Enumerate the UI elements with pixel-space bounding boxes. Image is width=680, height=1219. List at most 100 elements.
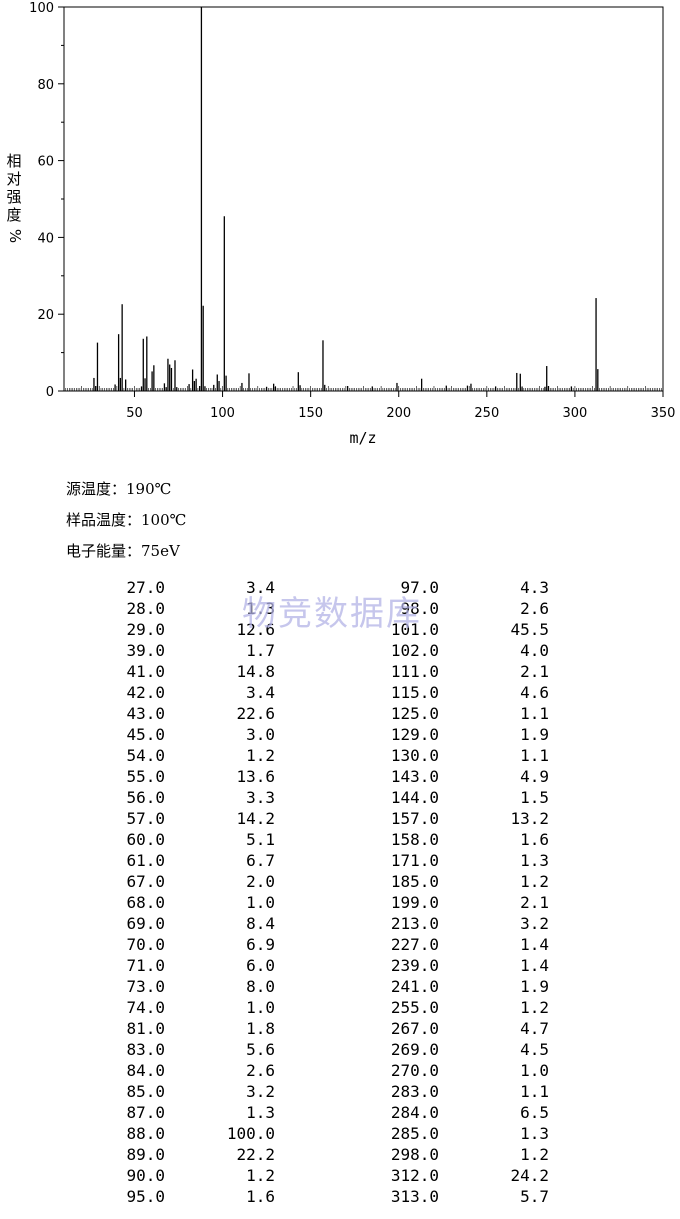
svg-text:%: % — [6, 229, 24, 243]
peak-table-mz: 269.0 — [390, 1040, 439, 1059]
peak-table-mz: 101.0 — [390, 620, 439, 639]
peak-table-intensity: 1.2 — [520, 998, 549, 1017]
peak-table-intensity: 1.3 — [520, 851, 549, 870]
y-tick-label: 40 — [37, 231, 54, 246]
x-tick-label: 350 — [651, 406, 676, 421]
peak-table-intensity: 1.1 — [520, 746, 549, 765]
peak-table-intensity: 1.3 — [246, 599, 275, 618]
peak-table-mz: 89.0 — [126, 1145, 165, 1164]
peak-table-intensity: 1.7 — [246, 641, 275, 660]
peak-table-intensity: 1.1 — [520, 704, 549, 723]
peak-table-intensity: 4.0 — [520, 641, 549, 660]
peak-table-intensity: 8.4 — [246, 914, 275, 933]
peak-table-mz: 41.0 — [126, 662, 165, 681]
peak-table-mz: 98.0 — [400, 599, 439, 618]
peak-table-intensity: 13.2 — [510, 809, 549, 828]
peak-table-intensity: 1.0 — [246, 893, 275, 912]
svg-text:相: 相 — [6, 152, 21, 170]
y-tick-label: 80 — [37, 78, 54, 93]
x-tick-label: 250 — [474, 406, 499, 421]
peak-table-intensity: 1.0 — [246, 998, 275, 1017]
source-temperature: 源温度：190℃ — [66, 480, 172, 498]
peak-table-intensity: 1.2 — [246, 1166, 275, 1185]
mass-spectrum-chart: 50 100 150 200 250 300 350 0 20 40 60 80 100 m/z 相 … — [6, 1, 675, 447]
svg-text:对: 对 — [6, 170, 21, 188]
peak-table-intensity: 6.5 — [520, 1103, 549, 1122]
peak-table-mz: 312.0 — [390, 1166, 439, 1185]
peak-table-intensity: 6.0 — [246, 956, 275, 975]
peak-table-mz: 87.0 — [126, 1103, 165, 1122]
peak-table-intensity: 4.6 — [520, 683, 549, 702]
peak-table-mz: 185.0 — [390, 872, 439, 891]
peak-table-intensity: 2.1 — [520, 662, 549, 681]
peak-table-mz: 85.0 — [126, 1082, 165, 1101]
peak-table-mz: 90.0 — [126, 1166, 165, 1185]
peak-table-mz: 60.0 — [126, 830, 165, 849]
peak-table-mz: 42.0 — [126, 683, 165, 702]
peak-table-mz: 57.0 — [126, 809, 165, 828]
peak-table-mz: 283.0 — [390, 1082, 439, 1101]
peak-table-intensity: 100.0 — [226, 1124, 275, 1143]
peak-table-mz: 55.0 — [126, 767, 165, 786]
peak-table-mz: 43.0 — [126, 704, 165, 723]
peak-table-mz: 83.0 — [126, 1040, 165, 1059]
peak-table-intensity: 4.3 — [520, 578, 549, 597]
peak-table-mz: 29.0 — [126, 620, 165, 639]
y-tick-label: 20 — [37, 308, 54, 323]
peak-table-mz: 129.0 — [390, 725, 439, 744]
svg-text:强: 强 — [6, 188, 21, 206]
peak-table-mz: 157.0 — [390, 809, 439, 828]
peak-table-intensity: 3.4 — [246, 578, 275, 597]
peak-table-mz: 125.0 — [390, 704, 439, 723]
electron-energy: 电子能量：75eV — [66, 542, 180, 560]
svg-text:度: 度 — [6, 206, 21, 224]
peak-table-intensity: 14.8 — [236, 662, 275, 681]
peak-table-mz: 143.0 — [390, 767, 439, 786]
peak-table-mz: 171.0 — [390, 851, 439, 870]
peak-table-intensity: 24.2 — [510, 1166, 549, 1185]
x-tick-label: 100 — [210, 406, 235, 421]
peak-table-intensity: 2.6 — [246, 1061, 275, 1080]
peak-table-intensity: 1.2 — [520, 872, 549, 891]
peak-table-intensity: 1.8 — [246, 1019, 275, 1038]
peak-table-mz: 199.0 — [390, 893, 439, 912]
peak-table-mz: 239.0 — [390, 956, 439, 975]
peak-table-intensity: 1.1 — [520, 1082, 549, 1101]
peak-table-mz: 74.0 — [126, 998, 165, 1017]
peak-table-intensity: 22.6 — [236, 704, 275, 723]
x-tick-label: 150 — [298, 406, 323, 421]
peak-table-intensity: 1.3 — [246, 1103, 275, 1122]
peak-table-mz: 39.0 — [126, 641, 165, 660]
peak-table-mz: 69.0 — [126, 914, 165, 933]
peak-table-intensity: 5.6 — [246, 1040, 275, 1059]
peak-table-mz: 284.0 — [390, 1103, 439, 1122]
peak-table-mz: 56.0 — [126, 788, 165, 807]
x-axis-ticks: 50 100 150 200 250 300 350 — [126, 391, 675, 421]
peak-table-intensity: 2.0 — [246, 872, 275, 891]
peak-table-intensity: 12.6 — [236, 620, 275, 639]
peak-table-mz: 115.0 — [390, 683, 439, 702]
peak-table-mz: 111.0 — [390, 662, 439, 681]
peak-table-mz: 27.0 — [126, 578, 165, 597]
peak-table-mz: 81.0 — [126, 1019, 165, 1038]
peak-table-intensity: 1.4 — [520, 935, 549, 954]
peak-table-intensity: 14.2 — [236, 809, 275, 828]
peak-table-mz: 144.0 — [390, 788, 439, 807]
peak-table-intensity: 6.7 — [246, 851, 275, 870]
x-axis-label: m/z — [349, 429, 376, 447]
peak-table-mz: 73.0 — [126, 977, 165, 996]
peak-table-intensity: 6.9 — [246, 935, 275, 954]
peak-table-mz: 68.0 — [126, 893, 165, 912]
peak-table-mz: 255.0 — [390, 998, 439, 1017]
peak-table-intensity: 1.5 — [520, 788, 549, 807]
peak-table-intensity: 5.7 — [520, 1187, 549, 1206]
peak-table-mz: 298.0 — [390, 1145, 439, 1164]
peak-table-mz: 227.0 — [390, 935, 439, 954]
peak-table-mz: 267.0 — [390, 1019, 439, 1038]
peak-table-mz: 130.0 — [390, 746, 439, 765]
peak-table-mz: 95.0 — [126, 1187, 165, 1206]
peak-table-mz: 70.0 — [126, 935, 165, 954]
peak-table-intensity: 3.2 — [520, 914, 549, 933]
peak-table-intensity: 1.0 — [520, 1061, 549, 1080]
peak-table-intensity: 4.9 — [520, 767, 549, 786]
